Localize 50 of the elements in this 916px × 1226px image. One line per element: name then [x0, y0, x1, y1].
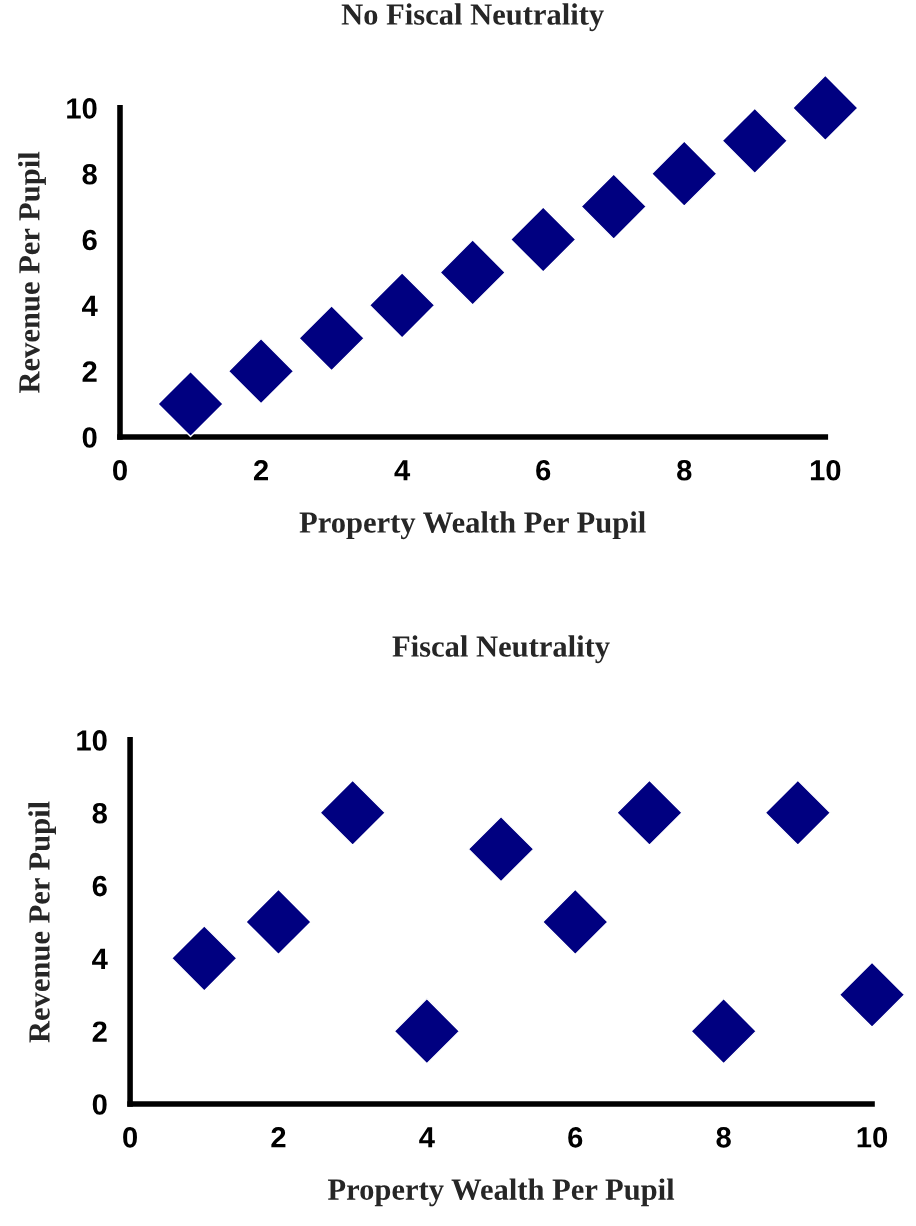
x-tick-label: 10 — [810, 459, 841, 481]
y-tick-label: 6 — [92, 875, 107, 897]
x-tick-label: 6 — [568, 1127, 583, 1148]
point — [298, 304, 365, 372]
point — [171, 925, 238, 992]
point — [764, 779, 832, 846]
point — [467, 815, 535, 883]
x-axis-title: Property Wealth Per Pupil — [327, 1178, 675, 1207]
x-tick-label: 4 — [394, 460, 411, 481]
point — [650, 140, 718, 207]
y-tick-label: 8 — [92, 802, 107, 824]
chart-title: No Fiscal Neutrality — [341, 3, 604, 32]
y-tick-label: 2 — [82, 361, 97, 382]
point — [580, 173, 647, 240]
point — [393, 997, 461, 1065]
x-tick-label: 6 — [536, 459, 551, 481]
point — [245, 888, 312, 956]
x-tick-label: 0 — [113, 459, 127, 481]
x-axis-title: Property Wealth Per Pupil — [299, 511, 646, 540]
point — [319, 779, 386, 846]
point — [227, 337, 295, 405]
y-axis-title: Revenue Per Pupil — [28, 801, 56, 1043]
y-tick-label: 0 — [82, 427, 97, 448]
x-tick-label: 10 — [857, 1127, 888, 1148]
point — [157, 370, 224, 438]
x-tick-label: 8 — [677, 459, 692, 481]
chart-title: Fiscal Neutrality — [392, 635, 610, 664]
point — [509, 206, 577, 273]
y-tick-label: 2 — [92, 1021, 107, 1042]
point — [616, 779, 683, 846]
point — [838, 961, 906, 1029]
y-axis-title: Revenue Per Pupil — [18, 151, 46, 393]
y-tick-label: 4 — [92, 948, 108, 969]
x-tick-label: 8 — [716, 1127, 731, 1148]
point — [541, 888, 609, 956]
y-tick-label: 10 — [77, 730, 107, 751]
y-tick-label: 0 — [92, 1094, 107, 1115]
point — [792, 74, 859, 142]
point — [721, 107, 789, 175]
y-tick-label: 6 — [82, 229, 97, 251]
y-tick-label: 8 — [82, 163, 97, 185]
x-tick-label: 0 — [123, 1127, 137, 1148]
x-tick-label: 4 — [419, 1127, 435, 1148]
point — [368, 272, 436, 339]
x-tick-label: 2 — [253, 459, 268, 481]
y-tick-label: 10 — [67, 98, 97, 119]
point — [439, 239, 506, 306]
point — [690, 997, 757, 1065]
x-tick-label: 2 — [271, 1127, 286, 1148]
y-tick-label: 4 — [82, 295, 98, 316]
